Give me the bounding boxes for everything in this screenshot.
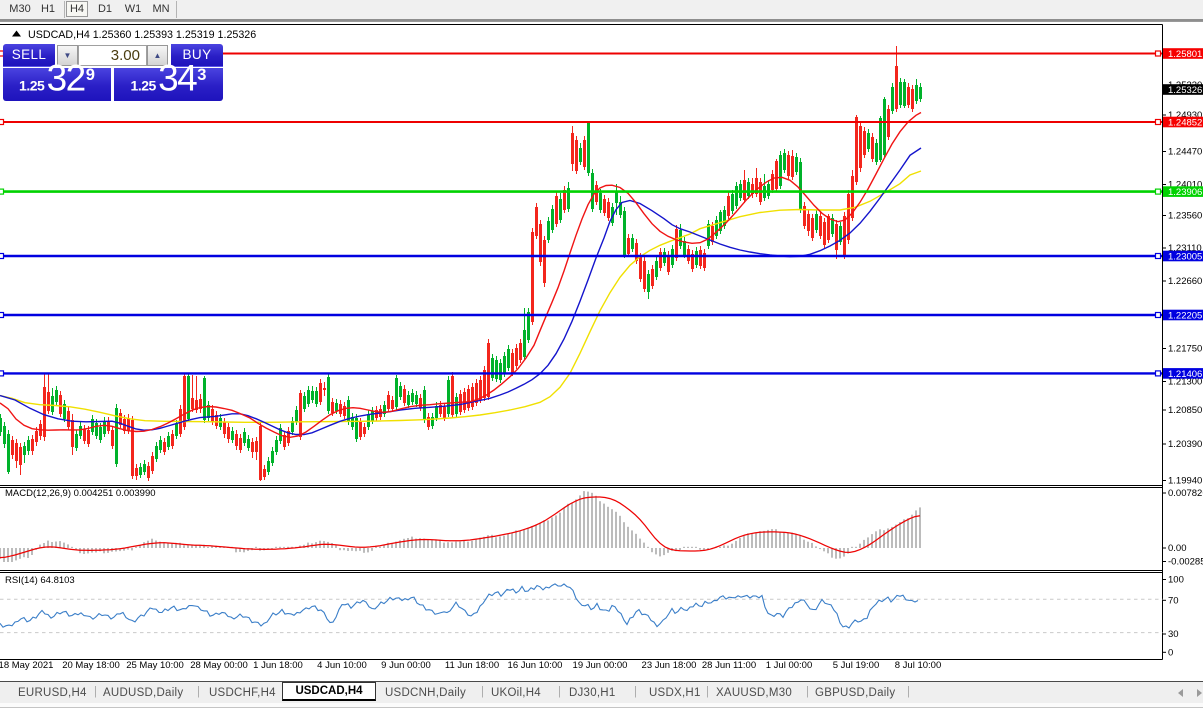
svg-text:28 Jun 11:00: 28 Jun 11:00 <box>702 660 756 671</box>
svg-text:25 May 10:00: 25 May 10:00 <box>126 660 184 671</box>
svg-text:30: 30 <box>1168 629 1179 640</box>
svg-text:1.23005: 1.23005 <box>1168 251 1202 262</box>
svg-text:1 Jul 00:00: 1 Jul 00:00 <box>766 660 812 671</box>
svg-text:9 Jun 00:00: 9 Jun 00:00 <box>381 660 431 671</box>
svg-text:18 May 2021: 18 May 2021 <box>0 660 53 671</box>
svg-text:5 Jul 19:00: 5 Jul 19:00 <box>833 660 879 671</box>
svg-text:1.25801: 1.25801 <box>1168 49 1202 60</box>
svg-text:11 Jun 18:00: 11 Jun 18:00 <box>445 660 499 671</box>
svg-text:1.23906: 1.23906 <box>1168 187 1202 198</box>
svg-text:0: 0 <box>1168 648 1173 659</box>
svg-text:1.21750: 1.21750 <box>1168 344 1202 355</box>
svg-text:16 Jun 10:00: 16 Jun 10:00 <box>508 660 563 671</box>
svg-text:28 May 00:00: 28 May 00:00 <box>190 660 248 671</box>
svg-text:1.24470: 1.24470 <box>1168 147 1202 158</box>
svg-text:1.19940: 1.19940 <box>1168 476 1202 487</box>
svg-text:1.24010: 1.24010 <box>1168 180 1202 191</box>
svg-text:1.25326: 1.25326 <box>1168 85 1202 96</box>
svg-text:1.24930: 1.24930 <box>1168 110 1202 121</box>
svg-text:19 Jun 00:00: 19 Jun 00:00 <box>573 660 628 671</box>
svg-text:1.20850: 1.20850 <box>1168 405 1202 416</box>
svg-text:-0.002859: -0.002859 <box>1168 557 1203 568</box>
svg-text:23 Jun 18:00: 23 Jun 18:00 <box>642 660 697 671</box>
svg-text:100: 100 <box>1168 575 1184 586</box>
svg-text:70: 70 <box>1168 596 1179 607</box>
svg-text:1.23560: 1.23560 <box>1168 211 1202 222</box>
svg-text:0.00: 0.00 <box>1168 543 1187 554</box>
svg-text:1.21300: 1.21300 <box>1168 377 1202 388</box>
svg-text:1.24852: 1.24852 <box>1168 117 1202 128</box>
svg-text:4 Jun 10:00: 4 Jun 10:00 <box>317 660 367 671</box>
svg-text:1.20390: 1.20390 <box>1168 439 1202 450</box>
svg-text:1.22205: 1.22205 <box>1168 310 1202 321</box>
svg-text:1.22660: 1.22660 <box>1168 276 1202 287</box>
svg-text:20 May 18:00: 20 May 18:00 <box>62 660 120 671</box>
svg-text:1.23110: 1.23110 <box>1168 243 1202 254</box>
svg-text:USDCAD,H4 1.25360 1.25393 1.2: USDCAD,H4 1.25360 1.25393 1.25319 1.2532… <box>28 29 256 41</box>
svg-text:8 Jul 10:00: 8 Jul 10:00 <box>895 660 941 671</box>
svg-text:1 Jun 18:00: 1 Jun 18:00 <box>253 660 303 671</box>
svg-text:0.007826: 0.007826 <box>1168 488 1203 499</box>
svg-text:MACD(12,26,9) 0.004251 0.00399: MACD(12,26,9) 0.004251 0.003990 <box>5 488 156 499</box>
svg-text:RSI(14) 64.8103: RSI(14) 64.8103 <box>5 575 75 586</box>
svg-text:1.21406: 1.21406 <box>1168 369 1202 380</box>
